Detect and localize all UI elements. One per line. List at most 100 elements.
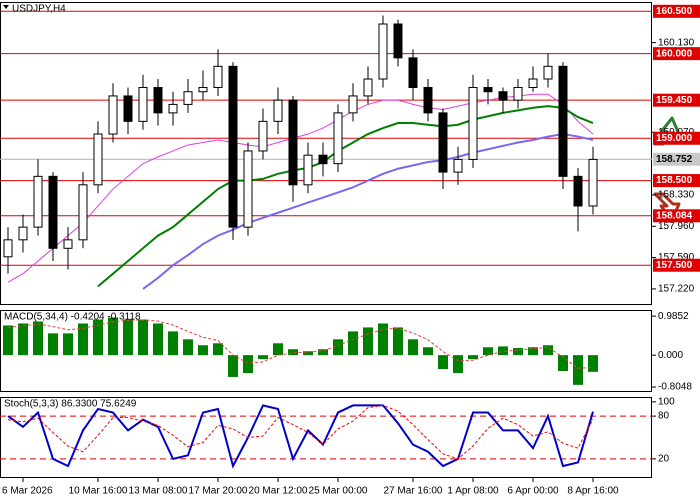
macd-bar bbox=[378, 323, 388, 356]
level-label: 160.000 bbox=[656, 48, 693, 59]
candle-body bbox=[513, 86, 523, 101]
candle-body bbox=[348, 95, 358, 114]
stoch-line bbox=[7, 404, 594, 469]
candle-body bbox=[213, 65, 223, 88]
level-label-box bbox=[653, 4, 700, 18]
macd-bar bbox=[228, 355, 238, 377]
macd-bar bbox=[273, 343, 283, 356]
macd-bar bbox=[348, 331, 358, 356]
macd-bar bbox=[243, 355, 253, 373]
moving-average bbox=[97, 105, 594, 288]
candle-body bbox=[78, 184, 88, 241]
plot-area bbox=[0, 404, 652, 469]
candle-body bbox=[123, 95, 133, 122]
y-tick-label: 157.220 bbox=[658, 284, 695, 295]
macd-bar bbox=[93, 319, 103, 356]
level-label: 157.500 bbox=[656, 260, 693, 271]
y-tick-label: 80 bbox=[658, 411, 670, 422]
macd-bar bbox=[138, 319, 148, 356]
candle-body bbox=[198, 86, 208, 93]
candle-body bbox=[258, 120, 268, 152]
panel-frame bbox=[0, 397, 652, 478]
candle-body bbox=[498, 91, 508, 101]
candle-body bbox=[18, 226, 28, 241]
candle-body bbox=[483, 86, 493, 93]
candle-body bbox=[528, 78, 538, 88]
candle-body bbox=[393, 23, 403, 59]
x-tick-label: 27 Mar 16:00 bbox=[384, 486, 443, 497]
moving-average bbox=[142, 133, 594, 290]
macd-bar bbox=[48, 333, 58, 356]
x-tick-label: 6 Mar 2026 bbox=[2, 486, 53, 497]
level-label-box bbox=[653, 93, 700, 107]
candle-body bbox=[408, 57, 418, 88]
candle-body bbox=[453, 158, 463, 173]
macd-bar bbox=[123, 319, 133, 356]
x-tick-label: 10 Mar 16:00 bbox=[69, 486, 128, 497]
macd-bar bbox=[408, 339, 418, 356]
signal-line bbox=[7, 319, 594, 369]
macd-bar bbox=[543, 345, 553, 356]
panel-frame bbox=[0, 310, 652, 392]
candle-body bbox=[63, 239, 73, 249]
macd-bar bbox=[528, 347, 538, 356]
title-marker bbox=[3, 5, 9, 9]
candle-body bbox=[153, 86, 163, 114]
macd-bar bbox=[213, 343, 223, 356]
candle-body bbox=[558, 65, 568, 177]
y-tick-label: 158.330 bbox=[658, 190, 695, 201]
x-tick-label: 6 Apr 00:00 bbox=[507, 486, 559, 497]
x-tick-label: 13 Mar 08:00 bbox=[129, 486, 188, 497]
y-tick-label: -0.8048 bbox=[658, 382, 692, 393]
x-tick-label: 20 Mar 12:00 bbox=[249, 486, 308, 497]
macd-bar bbox=[393, 327, 403, 356]
level-label: 158.500 bbox=[656, 175, 693, 186]
macd-bar bbox=[288, 349, 298, 356]
macd-bar bbox=[78, 323, 88, 356]
macd-bar bbox=[318, 349, 328, 356]
macd-bar bbox=[558, 355, 568, 372]
level-label-box bbox=[653, 258, 700, 272]
panel-title: MACD(5,34,4) -0.4204 -0.3118 bbox=[4, 312, 141, 323]
y-tick-label: 100 bbox=[658, 396, 675, 407]
macd-bar bbox=[588, 355, 598, 372]
macd-bar bbox=[483, 347, 493, 356]
candle-body bbox=[273, 99, 283, 122]
macd-bar bbox=[468, 355, 478, 360]
macd-bar bbox=[453, 355, 463, 373]
y-tick-label: 0.9852 bbox=[658, 311, 689, 322]
candle-body bbox=[573, 175, 583, 207]
panel-title: USDJPY,H4 bbox=[12, 4, 66, 15]
macd-bar bbox=[423, 347, 433, 356]
macd-bar bbox=[168, 331, 178, 356]
panel-frame bbox=[0, 2, 652, 305]
stoch-line bbox=[7, 404, 594, 460]
candle-body bbox=[333, 112, 343, 165]
candle-body bbox=[93, 133, 103, 186]
macd-bar bbox=[303, 351, 313, 356]
y-tick-label: 157.960 bbox=[658, 221, 695, 232]
level-label-box bbox=[653, 174, 700, 188]
candle-body bbox=[543, 65, 553, 80]
moving-average bbox=[7, 93, 594, 283]
candle-body bbox=[168, 103, 178, 114]
candle-body bbox=[423, 86, 433, 114]
macd-bar bbox=[198, 345, 208, 356]
candle-body bbox=[33, 175, 43, 228]
macd-bar bbox=[498, 346, 508, 356]
candle-body bbox=[228, 65, 238, 228]
y-tick-label: 0.000 bbox=[658, 350, 683, 361]
x-tick-label: 17 Mar 20:00 bbox=[189, 486, 248, 497]
level-label-box bbox=[653, 47, 700, 61]
x-tick-label: 1 Apr 08:00 bbox=[447, 486, 499, 497]
last-price-label: 158.752 bbox=[656, 154, 693, 165]
macd-bar bbox=[183, 339, 193, 356]
macd-bar bbox=[33, 321, 43, 356]
candle-body bbox=[48, 175, 58, 249]
macd-bar bbox=[258, 355, 268, 360]
candle-body bbox=[363, 78, 373, 97]
candle-body bbox=[468, 86, 478, 160]
candle-body bbox=[288, 99, 298, 186]
